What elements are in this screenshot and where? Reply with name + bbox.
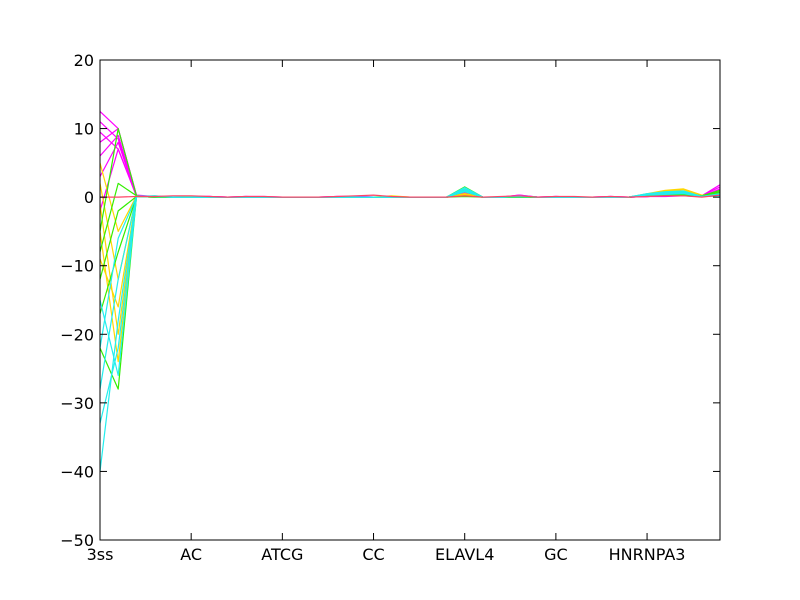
y-tick-label: 0 (84, 188, 94, 207)
y-tick-label: −30 (60, 394, 94, 413)
series-layer (100, 110, 720, 472)
y-tick-label: −20 (60, 325, 94, 344)
x-tick-label: ELAVL4 (435, 545, 494, 564)
y-tick-label: −40 (60, 462, 94, 481)
x-tick-label: 3ss (87, 545, 114, 564)
x-tick-label: ATCG (261, 545, 303, 564)
x-tick-label: CC (362, 545, 384, 564)
series-line-red-pink-1 (100, 194, 720, 198)
x-tick-label: GC (544, 545, 568, 564)
y-tick-label: 10 (74, 120, 94, 139)
x-tick-label: HNRNPA3 (609, 545, 686, 564)
y-axis: −50 −40 −30 −20 −10 0 10 20 (60, 51, 720, 550)
x-axis: 3ss AC ATCG CC ELAVL4 GC HNRNPA3 (87, 60, 686, 564)
plot-area (100, 110, 720, 472)
x-tick-label: AC (180, 545, 202, 564)
y-tick-label: −10 (60, 257, 94, 276)
plot-frame (99, 59, 721, 541)
y-tick-label: −50 (60, 531, 94, 550)
y-tick-label: 20 (74, 51, 94, 70)
